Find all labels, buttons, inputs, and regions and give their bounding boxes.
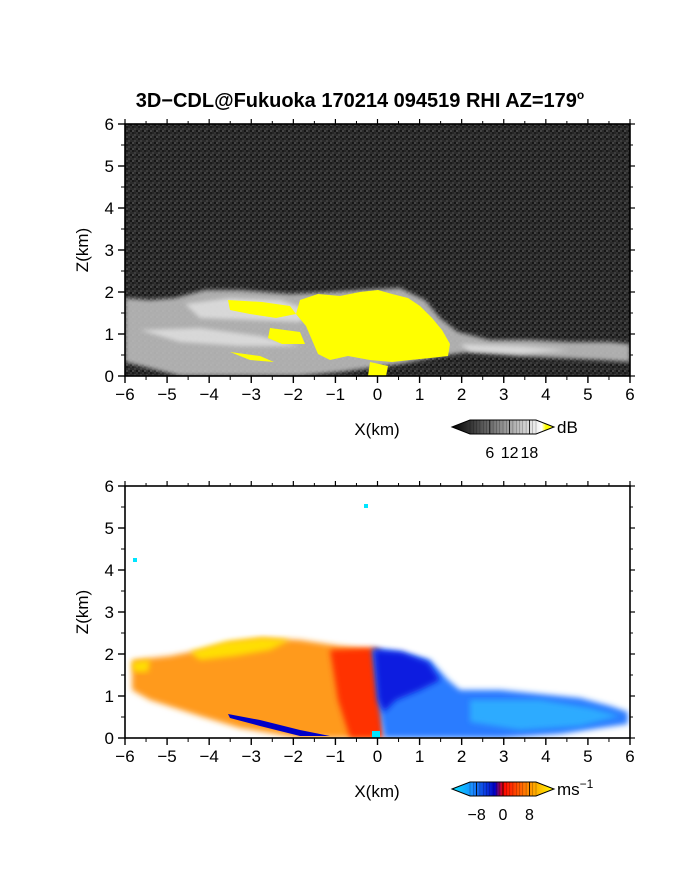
colorbar-tick-label: −8: [467, 807, 485, 824]
colorbar-tick-label: 6: [485, 445, 494, 462]
backscatter-colorbar: 6 12 18 dB: [450, 418, 578, 462]
backscatter-yellow-patch: [228, 300, 388, 376]
y-tick-label: 1: [105, 687, 114, 706]
y-tick-label: 2: [105, 645, 114, 664]
x-tick-label: 2: [457, 385, 466, 404]
x-tick-label: −1: [326, 747, 345, 766]
velocity-colorbar: −8 0 8 ms−1: [450, 777, 594, 824]
backscatter-colorbar-unit: dB: [557, 418, 578, 437]
velocity-xlabel: X(km): [354, 782, 399, 801]
x-tick-label: 0: [373, 385, 382, 404]
x-tick-label: 6: [625, 385, 634, 404]
x-tick-label: 1: [415, 385, 424, 404]
x-tick-label: −6: [115, 385, 134, 404]
x-tick-label: 5: [583, 747, 592, 766]
x-tick-label: −4: [199, 385, 218, 404]
x-tick-label: −6: [115, 747, 134, 766]
velocity-ylabel: Z(km): [73, 590, 92, 634]
velocity-positive-region: [132, 638, 378, 738]
colorbar-tick-label: 8: [525, 807, 534, 824]
x-tick-label: −5: [157, 385, 176, 404]
backscatter-ticks: [118, 119, 635, 383]
x-tick-label: −4: [199, 747, 218, 766]
backscatter-panel: −6 −5 −4 −3 −2 −1 0 1 2 3 4 5 6 0 1 2 3 4 5 6 X(km) Z(km): [73, 115, 635, 439]
x-tick-label: 6: [625, 747, 634, 766]
y-tick-label: 5: [105, 157, 114, 176]
x-tick-label: 3: [499, 385, 508, 404]
velocity-yellow-top: [132, 638, 290, 672]
y-tick-label: 5: [105, 519, 114, 538]
x-tick-label: −2: [284, 385, 303, 404]
y-tick-label: 4: [105, 199, 114, 218]
y-tick-label: 0: [105, 367, 114, 386]
velocity-light-blue-tail: [470, 700, 620, 730]
velocity-dark-blue-core: [374, 650, 440, 712]
x-tick-label: 4: [541, 747, 550, 766]
backscatter-xlabel: X(km): [354, 420, 399, 439]
x-tick-label: 3: [499, 747, 508, 766]
velocity-panel: −6 −5 −4 −3 −2 −1 0 1 2 3 4 5 6 0 1 2 3 4 5 6 X(km) Z(km): [73, 477, 635, 801]
velocity-tick-labels: −6 −5 −4 −3 −2 −1 0 1 2 3 4 5 6 0 1 2 3 4 5 6: [105, 477, 635, 766]
backscatter-yellow-core: [296, 290, 450, 362]
y-tick-label: 3: [105, 241, 114, 260]
velocity-red-core: [330, 648, 384, 738]
chart-title: 3D−CDL@Fukuoka 170214 094519 RHI AZ=179o: [136, 88, 585, 112]
y-tick-label: 4: [105, 561, 114, 580]
backscatter-tick-labels: −6 −5 −4 −3 −2 −1 0 1 2 3 4 5 6 0 1 2 3 4 5 6: [105, 115, 635, 404]
velocity-colorbar-unit: ms−1: [557, 777, 594, 799]
backscatter-colorbar-ticks: 6 12 18: [469, 420, 539, 462]
y-tick-label: 1: [105, 325, 114, 344]
y-tick-label: 2: [105, 283, 114, 302]
x-tick-label: 2: [457, 747, 466, 766]
y-tick-label: 6: [105, 115, 114, 134]
velocity-speck-bottom: [372, 731, 380, 738]
x-tick-label: −2: [284, 747, 303, 766]
velocity-field: [132, 504, 628, 738]
x-tick-label: −5: [157, 747, 176, 766]
x-tick-label: −1: [326, 385, 345, 404]
x-tick-label: −3: [242, 385, 261, 404]
colorbar-tick-label: 18: [521, 445, 539, 462]
velocity-speck-left: [133, 558, 137, 562]
y-tick-label: 6: [105, 477, 114, 496]
colorbar-tick-label: 12: [501, 445, 519, 462]
velocity-lower-edge: [228, 714, 330, 736]
velocity-ticks: [118, 481, 635, 745]
x-tick-label: 1: [415, 747, 424, 766]
colorbar-tick-label: 0: [499, 807, 508, 824]
y-tick-label: 3: [105, 603, 114, 622]
backscatter-field: [125, 288, 630, 376]
x-tick-label: 5: [583, 385, 592, 404]
backscatter-ylabel: Z(km): [73, 228, 92, 272]
x-tick-label: −3: [242, 747, 261, 766]
y-tick-label: 0: [105, 729, 114, 748]
velocity-speck-top: [364, 504, 368, 508]
x-tick-label: 4: [541, 385, 550, 404]
velocity-colorbar-ticks: −8 0 8: [467, 782, 537, 824]
x-tick-label: 0: [373, 747, 382, 766]
